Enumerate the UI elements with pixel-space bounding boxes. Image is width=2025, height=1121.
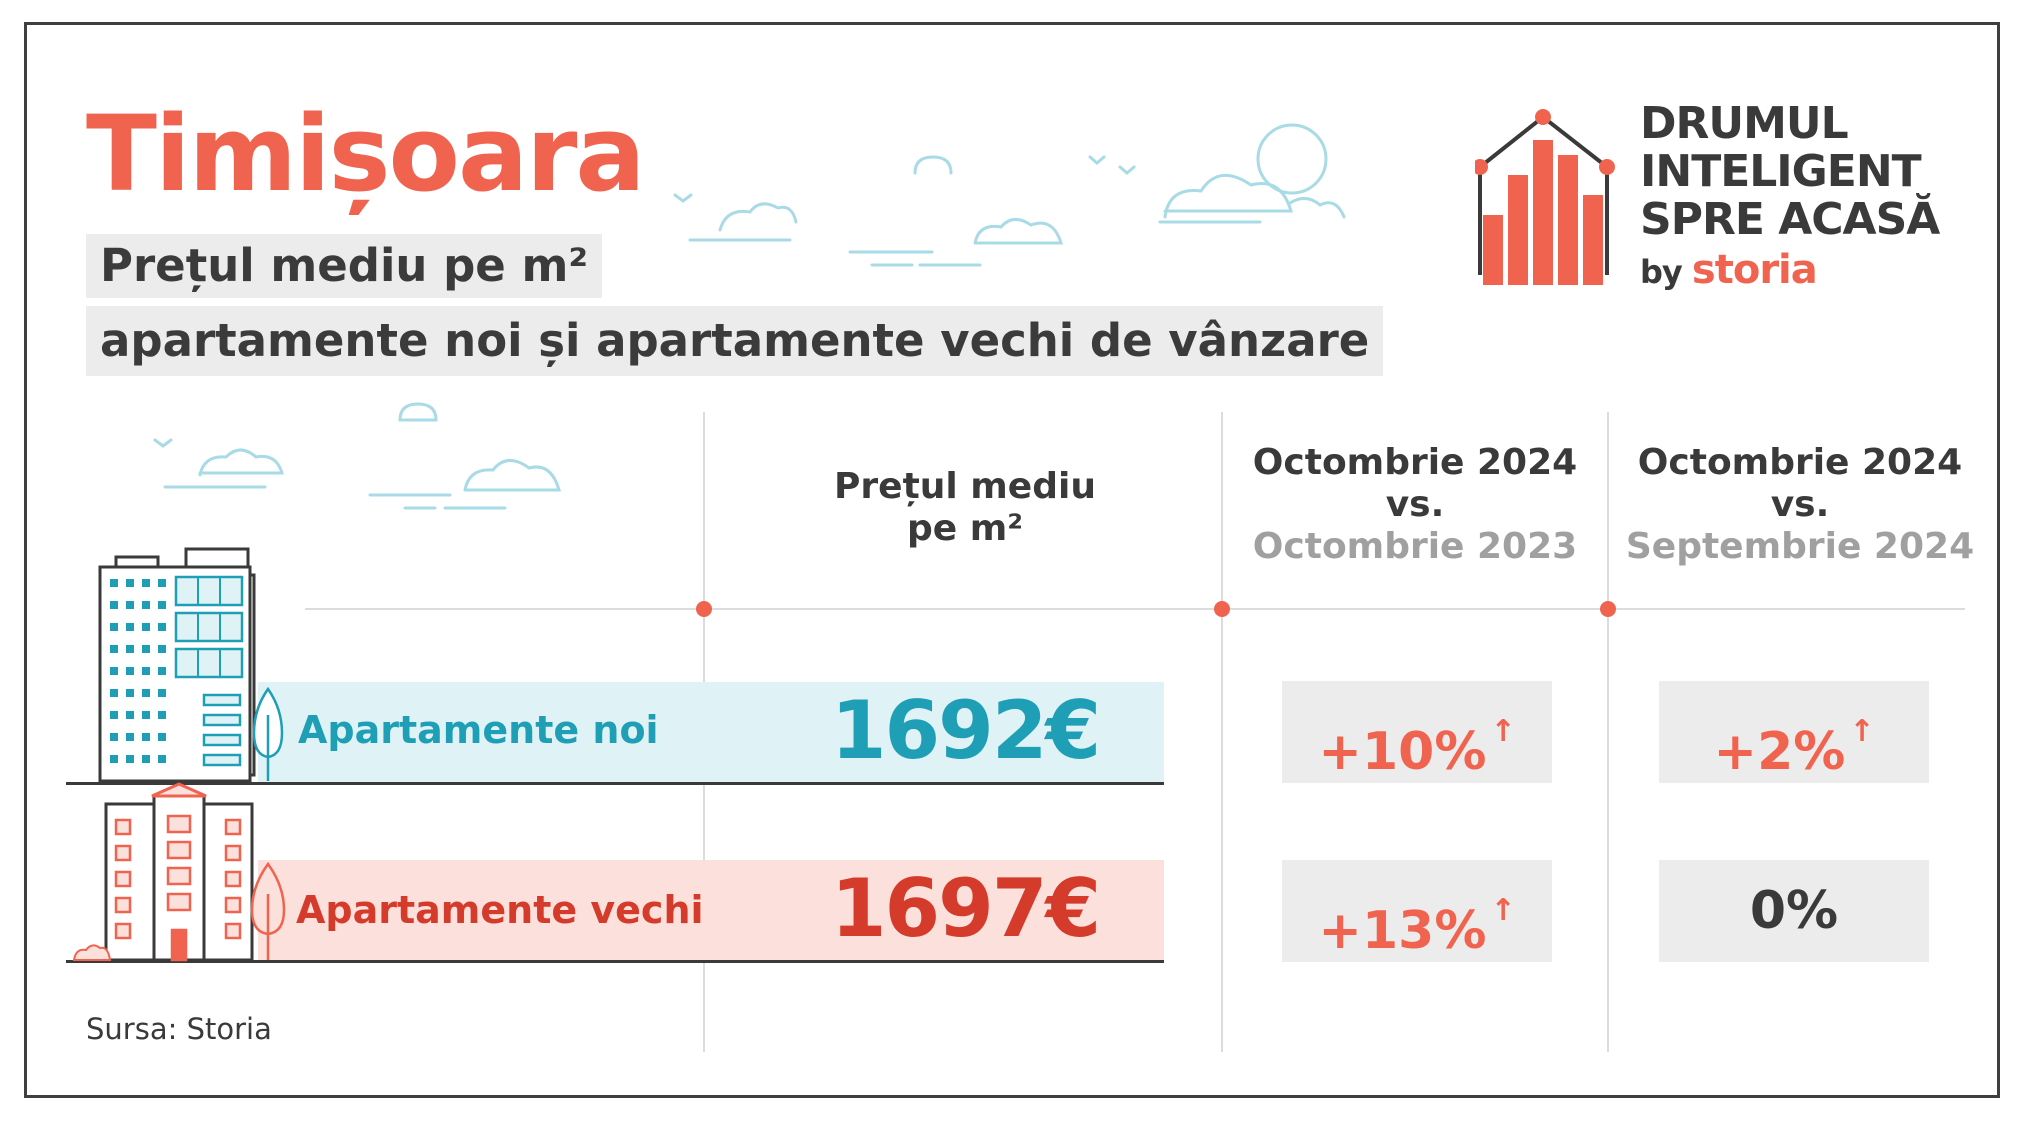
subtitle-line-2: apartamente noi și apartamente vechi de … [86,306,1384,376]
mom-value-vechi: 0% [1749,881,1839,941]
col-header-yoy: Octombrie 2024 vs. Octombrie 2023 [1240,442,1590,568]
col-header-yoy-line2: vs. [1385,484,1445,525]
city-title: Timișoara [86,93,646,215]
infographic-frame [24,22,2000,1098]
new-building-icon [98,547,256,783]
row-baseline-noi [66,782,1164,785]
mom-value-noi: +2% [1713,722,1846,782]
column-divider-3 [1607,412,1609,1052]
row-band-noi [258,682,1164,782]
brand-line-1: DRUMUL [1640,98,1849,149]
yoy-cell-noi: +10% ↑ [1282,681,1552,783]
divider-dot-2 [1214,601,1230,617]
old-building-icon [104,782,254,962]
column-divider-2 [1221,412,1223,1052]
subtitle-line-1: Prețul mediu pe m² [86,234,603,298]
tree-icon-noi [252,686,284,781]
trend-up-icon: ↑ [1490,893,1516,928]
bush-icon [72,944,112,961]
clouds-top-decoration [673,123,1346,267]
row-label-vechi: Apartamente vechi [296,888,704,932]
col-header-mom-line2: vs. [1770,484,1830,525]
brand-byline: by storia [1640,250,1939,292]
col-header-mom: Octombrie 2024 vs. Septembrie 2024 [1620,442,1980,568]
yoy-cell-vechi: +13% ↑ [1282,860,1552,962]
header-divider [305,608,1965,610]
col-header-yoy-line1: Octombrie 2024 [1252,442,1578,483]
brand-line-2: INTELIGENT [1640,146,1922,197]
drumul-inteligent-logo [1475,109,1615,285]
tree-icon-vechi [250,861,286,960]
brand-by: by [1640,253,1683,291]
brand-line-3: SPRE ACASĂ [1640,194,1940,245]
col-header-mom-line1: Octombrie 2024 [1637,442,1963,483]
col-header-price: Prețul mediu pe m² [780,466,1150,550]
col-header-price-line1: Prețul mediu [834,466,1096,507]
price-noi: 1692€ [830,684,1101,777]
col-header-price-line2: pe m² [907,508,1023,549]
yoy-value-noi: +10% [1318,722,1487,782]
col-header-yoy-line3: Octombrie 2023 [1252,526,1578,567]
price-vechi: 1697€ [830,862,1101,955]
mom-cell-vechi: 0% [1659,860,1929,962]
clouds-left-decoration [153,402,561,510]
storia-logo: storia [1691,247,1818,293]
source-note: Sursa: Storia [86,1012,272,1046]
trend-up-icon: ↑ [1849,714,1875,749]
brand-text: DRUMUL INTELIGENT SPRE ACASĂ by storia [1640,98,1940,292]
row-band-vechi [258,860,1164,960]
yoy-value-vechi: +13% [1318,901,1487,961]
col-header-mom-line3: Septembrie 2024 [1625,526,1975,567]
divider-dot-1 [696,601,712,617]
trend-up-icon: ↑ [1490,714,1516,749]
row-label-noi: Apartamente noi [298,708,659,752]
row-baseline-vechi [66,960,1164,963]
divider-dot-3 [1600,601,1616,617]
mom-cell-noi: +2% ↑ [1659,681,1929,783]
